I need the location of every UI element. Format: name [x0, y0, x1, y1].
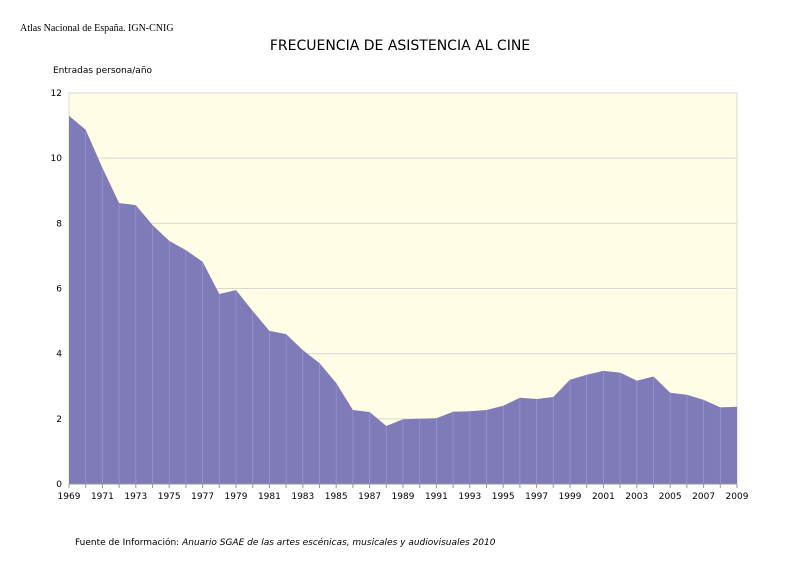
- y-tick-label: 12: [51, 89, 62, 99]
- source-title: Anuario SGAE de las artes escénicas, mus…: [182, 538, 496, 548]
- x-tick-label: 1975: [158, 492, 181, 502]
- y-tick-label: 2: [56, 415, 62, 425]
- y-tick-label: 4: [56, 350, 62, 360]
- y-tick-label: 8: [56, 219, 62, 229]
- x-tick-label: 1993: [458, 492, 481, 502]
- credit-text: Atlas Nacional de España. IGN-CNIG: [20, 23, 174, 34]
- x-tick-label: 1977: [191, 492, 214, 502]
- x-tick-label: 1997: [525, 492, 548, 502]
- x-tick-label: 2007: [692, 492, 715, 502]
- y-axis-label: Entradas persona/año: [53, 66, 153, 76]
- y-tick-label: 10: [51, 154, 63, 164]
- x-tick-label: 1969: [58, 492, 81, 502]
- x-tick-label: 2001: [592, 492, 615, 502]
- x-tick-label: 1989: [392, 492, 415, 502]
- x-tick-label: 1981: [258, 492, 281, 502]
- source-note: Fuente de Información: Anuario SGAE de l…: [75, 538, 495, 548]
- source-prefix: Fuente de Información:: [75, 538, 183, 548]
- x-tick-label: 2005: [659, 492, 682, 502]
- x-tick-label: 1995: [492, 492, 515, 502]
- x-tick-label: 1983: [291, 492, 314, 502]
- x-tick-label: 1991: [425, 492, 448, 502]
- chart-title: FRECUENCIA DE ASISTENCIA AL CINE: [269, 38, 531, 54]
- x-tick-label: 1999: [559, 492, 582, 502]
- x-tick-label: 1985: [325, 492, 348, 502]
- x-tick-label: 2003: [625, 492, 648, 502]
- x-tick-label: 1971: [91, 492, 114, 502]
- x-tick-label: 1987: [358, 492, 381, 502]
- x-tick-label: 2009: [726, 492, 749, 502]
- x-tick-label: 1979: [225, 492, 248, 502]
- y-tick-label: 0: [56, 480, 62, 490]
- x-tick-label: 1973: [124, 492, 147, 502]
- y-tick-label: 6: [56, 285, 62, 295]
